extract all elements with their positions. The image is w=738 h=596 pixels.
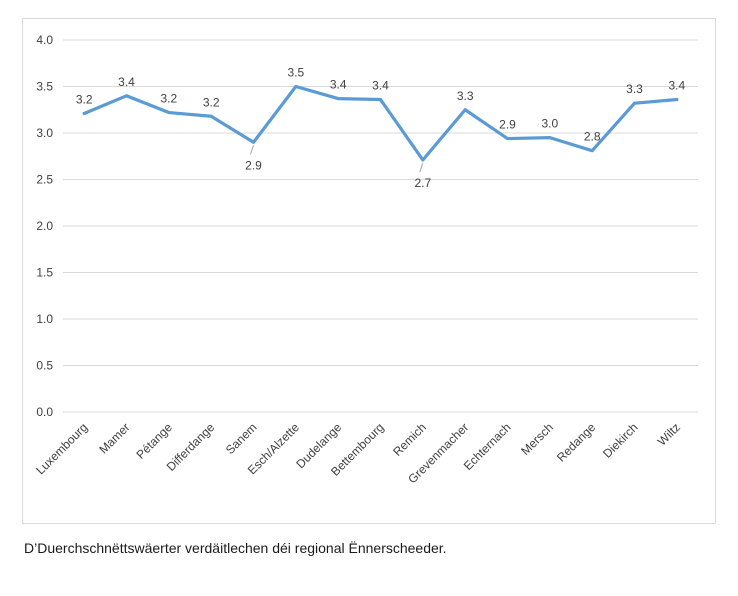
x-tick-label: Luxembourg <box>33 420 90 477</box>
data-point <box>421 158 425 162</box>
y-tick-label: 0.0 <box>36 405 53 419</box>
data-point <box>82 111 86 115</box>
data-label: 3.4 <box>330 78 347 92</box>
x-tick-label: Pétange <box>133 420 175 462</box>
figure-caption: D’Duerchschnëttswäerter verdäitlechen dé… <box>24 540 447 556</box>
data-label: 3.2 <box>203 95 220 109</box>
x-tick-label: Mamer <box>96 420 132 456</box>
data-label: 3.5 <box>287 66 304 80</box>
y-tick-label: 1.5 <box>36 266 53 280</box>
data-point <box>209 114 213 118</box>
data-label: 3.4 <box>118 75 135 89</box>
data-label: 3.3 <box>626 82 643 96</box>
data-point <box>633 101 636 105</box>
data-point <box>167 111 171 115</box>
data-point <box>463 108 467 112</box>
x-tick-label: Wiltz <box>655 420 683 448</box>
line-chart: 0.0 0.5 1.0 1.5 2.0 2.5 3.0 3.5 4.0 Luxembourg Ma… <box>33 33 698 486</box>
gridlines <box>63 39 698 413</box>
y-tick-label: 4.0 <box>36 33 53 47</box>
data-label: 3.2 <box>160 92 177 106</box>
x-tick-label: Mersch <box>518 420 556 458</box>
y-tick-label: 2.0 <box>36 219 53 233</box>
data-point <box>336 97 340 101</box>
data-label: 3.3 <box>457 89 474 103</box>
data-point <box>548 136 552 140</box>
data-label: 3.0 <box>541 117 558 131</box>
label-leader-line <box>250 145 254 155</box>
y-tick-label: 3.5 <box>36 80 53 94</box>
chart-frame: 0.0 0.5 1.0 1.5 2.0 2.5 3.0 3.5 4.0 Luxembourg Ma… <box>22 18 716 524</box>
data-label: 3.4 <box>668 79 685 93</box>
x-tick-label: Remich <box>390 420 429 459</box>
data-label: 3.4 <box>372 79 389 93</box>
y-tick-label: 2.5 <box>36 173 53 187</box>
y-tick-label: 0.5 <box>36 359 53 373</box>
y-tick-label: 3.0 <box>36 126 53 140</box>
y-tick-label: 1.0 <box>36 312 53 326</box>
data-label: 2.9 <box>245 158 262 172</box>
data-point <box>506 137 509 141</box>
data-point <box>379 98 382 102</box>
x-tick-label: Sanem <box>223 420 260 457</box>
label-leader-line <box>419 162 424 173</box>
data-point <box>590 149 594 153</box>
data-label: 2.8 <box>584 130 601 144</box>
data-labels: 3.2 3.4 3.2 3.2 2.9 3.5 3.4 3.4 2.7 3.3 2.9 3.0 2.8 3… <box>76 66 686 190</box>
data-label: 2.7 <box>414 176 431 190</box>
data-point <box>675 98 679 102</box>
data-label: 3.2 <box>76 92 93 106</box>
series <box>82 84 679 162</box>
data-point <box>252 140 255 144</box>
x-tick-label: Diekirch <box>600 420 641 461</box>
data-point <box>125 94 128 98</box>
x-tick-label: Redange <box>554 420 599 465</box>
y-axis-ticks: 0.0 0.5 1.0 1.5 2.0 2.5 3.0 3.5 4.0 <box>36 33 53 419</box>
data-point <box>294 85 298 88</box>
data-label: 2.9 <box>499 118 516 132</box>
